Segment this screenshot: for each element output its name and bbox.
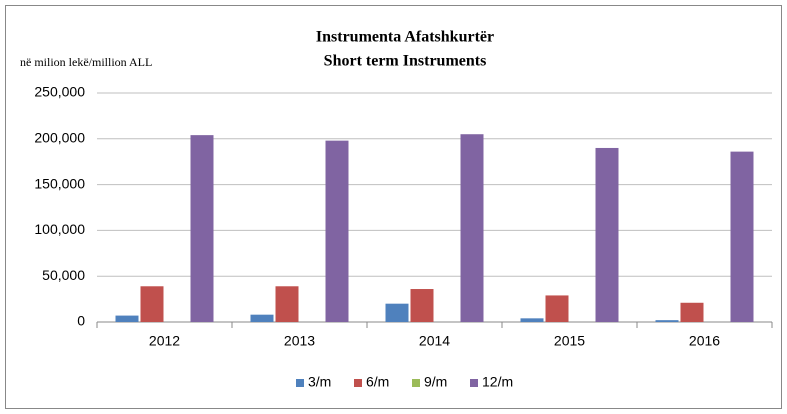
bar: [655, 320, 679, 322]
y-tick-label: 50,000: [42, 267, 85, 283]
chart-title: Instrumenta Afatshkurtër: [316, 29, 494, 46]
legend-label: 9/m: [424, 374, 447, 390]
chart-border: [5, 5, 782, 409]
x-tick-label: 2016: [689, 333, 720, 349]
y-tick-label: 150,000: [34, 175, 85, 191]
bar: [115, 315, 139, 322]
chart-subtitle: Short term Instruments: [324, 53, 487, 70]
x-tick-label: 2013: [284, 333, 315, 349]
x-tick-label: 2012: [149, 333, 180, 349]
legend-swatch: [354, 379, 362, 387]
legend-label: 6/m: [366, 374, 389, 390]
bar: [595, 147, 619, 322]
bar: [275, 286, 299, 322]
bar: [325, 140, 349, 322]
bar: [520, 318, 544, 322]
legend-swatch: [470, 379, 478, 387]
bar: [140, 286, 164, 322]
bar: [385, 303, 409, 322]
legend-label: 3/m: [308, 374, 331, 390]
bar: [410, 289, 434, 322]
bar: [460, 134, 484, 322]
legend-label: 12/m: [482, 374, 513, 390]
legend-swatch: [296, 379, 304, 387]
legend-swatch: [412, 379, 420, 387]
bar: [250, 314, 274, 322]
x-tick-label: 2015: [554, 333, 585, 349]
y-axis-label: në milion lekë/million ALL: [20, 55, 152, 69]
x-tick-label: 2014: [419, 333, 450, 349]
y-tick-label: 100,000: [34, 221, 85, 237]
bar: [730, 151, 754, 322]
bar: [545, 295, 569, 322]
y-tick-label: 200,000: [34, 130, 85, 146]
bar: [680, 302, 704, 322]
bar: [190, 135, 214, 322]
y-tick-label: 250,000: [34, 84, 85, 100]
y-tick-label: 0: [77, 313, 85, 329]
